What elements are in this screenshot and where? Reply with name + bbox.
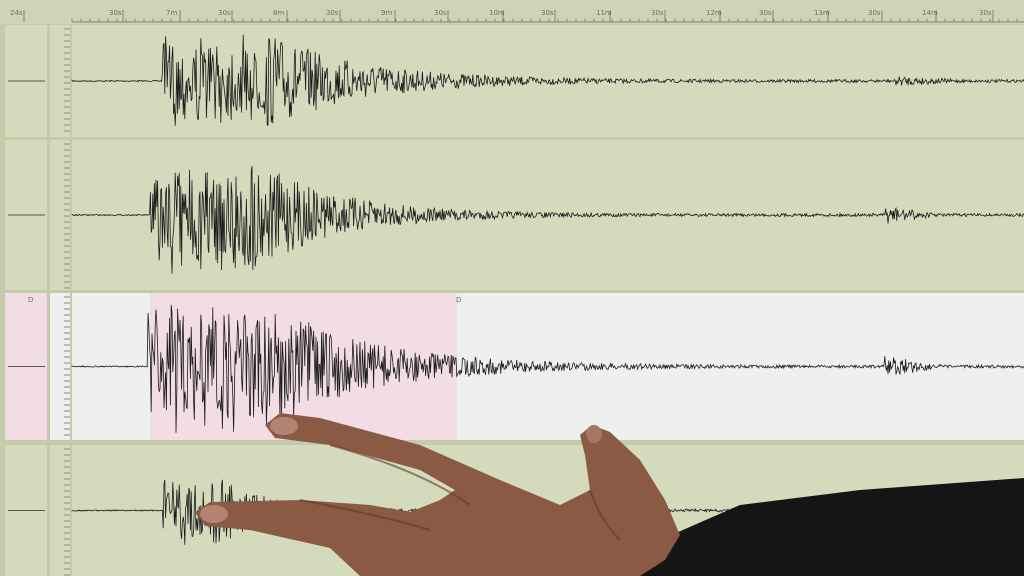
axis-tick-label: 30s bbox=[759, 9, 772, 17]
panel-marker: D bbox=[28, 296, 33, 304]
axis-tick-label: 24s bbox=[10, 9, 23, 17]
seismic-trace bbox=[71, 34, 1024, 126]
fingernail bbox=[200, 505, 228, 523]
amplitude-scale bbox=[50, 445, 70, 576]
fingernail bbox=[586, 425, 602, 443]
axis-tick-label: 13m bbox=[814, 9, 830, 17]
axis-tick-label: 14m bbox=[922, 9, 938, 17]
axis-tick-label: 12m bbox=[706, 9, 722, 17]
trace-panel bbox=[5, 25, 1024, 137]
seismic-trace bbox=[71, 304, 1024, 433]
seismic-trace bbox=[71, 166, 1024, 274]
axis-tick-label: 30s bbox=[218, 9, 231, 17]
hand bbox=[195, 413, 1024, 576]
axis-tick-label: 8m bbox=[273, 9, 284, 17]
axis-tick-label: 30s bbox=[651, 9, 664, 17]
finger-shading bbox=[299, 444, 621, 541]
axis-tick-label: 30s bbox=[326, 9, 339, 17]
amplitude-scale bbox=[50, 25, 70, 137]
axis-tick-label: 9m bbox=[381, 9, 392, 17]
palm bbox=[195, 413, 680, 576]
time-axis: 24s 30s 7m 30s 8m 30s 9m 30s 10m 30s 11m 30s 12m 30s 1… bbox=[0, 0, 1024, 24]
panel-marker: D bbox=[456, 296, 461, 304]
axis-tick-label: 30s bbox=[868, 9, 881, 17]
axis-tick-label: 10m bbox=[489, 9, 505, 17]
amplitude-scale bbox=[50, 293, 70, 440]
axis-tick-label: 30s bbox=[434, 9, 447, 17]
fingernail bbox=[270, 417, 298, 435]
axis-tick-label: 30s bbox=[109, 9, 122, 17]
axis-tick-label: 11m bbox=[596, 9, 612, 17]
axis-tick-label: 30s bbox=[979, 9, 992, 17]
axis-tick-label: 7m bbox=[166, 9, 177, 17]
axis-tick-label: 30s bbox=[541, 9, 554, 17]
sleeve bbox=[640, 478, 1024, 576]
trace-panel bbox=[5, 140, 1024, 290]
